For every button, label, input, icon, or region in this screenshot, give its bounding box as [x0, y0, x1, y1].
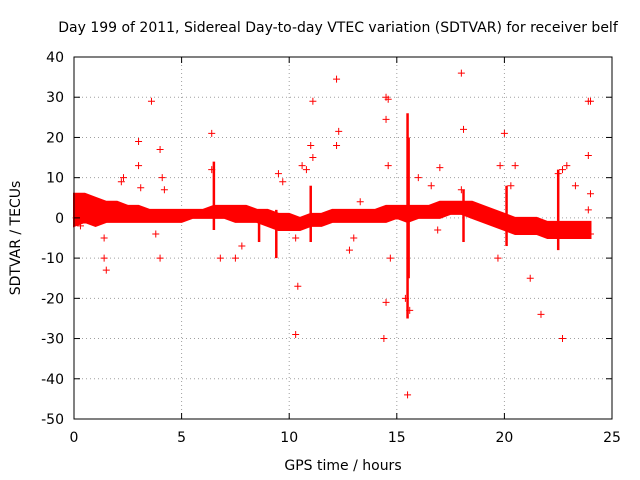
outlier-point	[511, 162, 519, 170]
outlier-point	[307, 141, 315, 149]
outlier-point	[292, 331, 300, 339]
outlier-point	[500, 129, 508, 137]
outlier-point	[292, 234, 300, 242]
y-tick-label: -20	[41, 291, 64, 307]
sdtvar-band	[73, 192, 592, 239]
outlier-point	[406, 306, 414, 314]
outlier-point	[586, 97, 594, 105]
outlier-point	[102, 266, 110, 274]
outlier-point	[401, 294, 409, 302]
outlier-point	[76, 222, 84, 230]
outlier-point	[559, 335, 567, 343]
outlier-point	[350, 234, 358, 242]
outlier-point	[100, 234, 108, 242]
outlier-point	[117, 178, 125, 186]
outlier-point	[298, 162, 306, 170]
outlier-point	[208, 166, 216, 174]
outlier-point	[156, 254, 164, 262]
y-tick-label: 20	[46, 130, 64, 146]
outlier-point	[537, 310, 545, 318]
outlier-point	[427, 182, 435, 190]
x-tick-label: 25	[603, 430, 621, 446]
y-tick-label: -50	[41, 412, 64, 428]
outlier-point	[571, 182, 579, 190]
outlier-point	[238, 242, 246, 250]
axis-ticks: 0 5 10 15 20 25 -50 -40 -30 -20 -10 0 10 20 30 40	[41, 50, 621, 446]
y-tick-label: -30	[41, 332, 64, 348]
outlier-point	[386, 254, 394, 262]
outlier-point	[460, 125, 468, 133]
outlier-point	[559, 166, 567, 174]
outlier-point	[563, 162, 571, 170]
grid-lines	[74, 57, 612, 419]
outlier-point	[231, 254, 239, 262]
outlier-point	[147, 97, 155, 105]
outlier-point	[414, 174, 422, 182]
outlier-point	[302, 166, 310, 174]
y-tick-label: 0	[55, 211, 64, 227]
x-tick-label: 20	[495, 430, 513, 446]
outlier-point	[382, 298, 390, 306]
outlier-point	[279, 178, 287, 186]
y-tick-label: 40	[46, 50, 64, 66]
outlier-point	[584, 152, 592, 160]
outlier-point	[160, 186, 168, 194]
outlier-point	[507, 182, 515, 190]
x-tick-label: 5	[177, 430, 186, 446]
plot-frame	[73, 56, 613, 420]
chart-title: Day 199 of 2011, Sidereal Day-to-day VTE…	[58, 20, 619, 36]
outlier-point	[586, 230, 594, 238]
outlier-point	[309, 97, 317, 105]
outlier-point	[526, 274, 534, 282]
outlier-point	[434, 226, 442, 234]
outlier-point	[274, 170, 282, 178]
outlier-point	[554, 170, 562, 178]
outlier-point	[216, 254, 224, 262]
outlier-point	[586, 190, 594, 198]
outlier-point	[158, 174, 166, 182]
outlier-point	[457, 69, 465, 77]
outlier-point	[494, 254, 502, 262]
outlier-point	[384, 95, 392, 103]
outlier-point	[584, 206, 592, 214]
outlier-point	[100, 254, 108, 262]
x-tick-label: 0	[70, 430, 79, 446]
outlier-point	[496, 162, 504, 170]
outlier-point	[384, 162, 392, 170]
y-axis-label: SDTVAR / TECUs	[8, 181, 24, 296]
outlier-point	[294, 282, 302, 290]
outlier-point	[152, 230, 160, 238]
outlier-point	[335, 127, 343, 135]
outlier-point	[119, 174, 127, 182]
x-tick-label: 15	[388, 430, 406, 446]
outlier-point	[135, 162, 143, 170]
outlier-point	[135, 137, 143, 145]
outlier-point	[457, 186, 465, 194]
y-tick-label: 30	[46, 90, 64, 106]
y-tick-label: -10	[41, 251, 64, 267]
outlier-point	[137, 184, 145, 192]
y-tick-label: 10	[46, 171, 64, 187]
x-axis-label: GPS time / hours	[284, 458, 401, 474]
outlier-point	[156, 146, 164, 154]
outlier-point	[208, 129, 216, 137]
outlier-point	[345, 246, 353, 254]
outlier-point	[380, 335, 388, 343]
outlier-point	[356, 198, 364, 206]
data-points	[72, 69, 594, 399]
y-tick-label: -40	[41, 372, 64, 388]
outlier-point	[333, 141, 341, 149]
outlier-point	[309, 154, 317, 162]
outlier-point	[436, 164, 444, 172]
outlier-point	[333, 75, 341, 83]
x-tick-label: 10	[280, 430, 298, 446]
outlier-point	[382, 115, 390, 123]
outlier-point	[404, 391, 412, 399]
